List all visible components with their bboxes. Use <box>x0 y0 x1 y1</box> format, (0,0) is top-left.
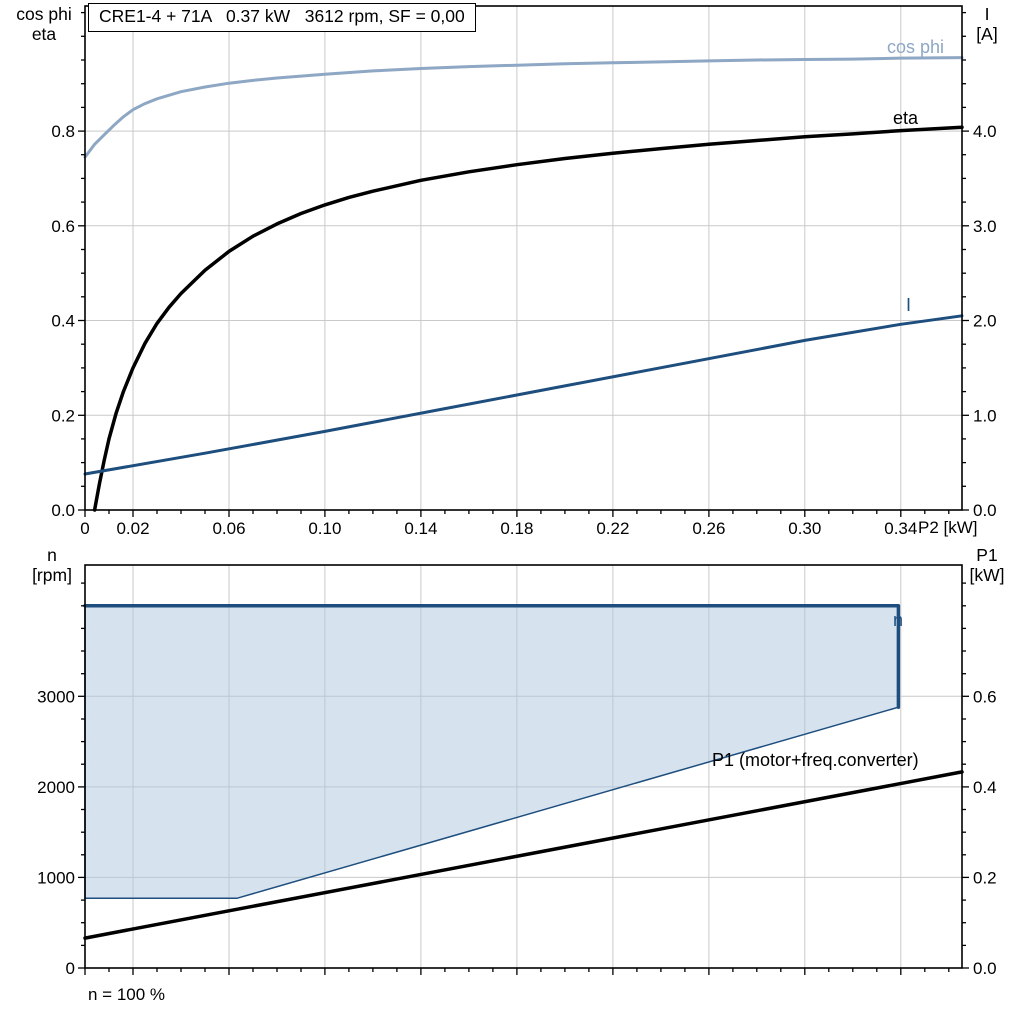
svg-text:0: 0 <box>66 959 75 978</box>
speed-axis-label: n <box>47 545 57 565</box>
svg-text:0.2: 0.2 <box>973 868 997 887</box>
current-axis-unit: [A] <box>976 24 998 44</box>
chart1-left-axis-title: cos phi eta <box>4 4 84 44</box>
chart-bottom: 0 1000 2000 3000 0.0 0.2 0.4 0.6 n P1 (motor+freq… <box>37 564 997 978</box>
svg-text:0.0: 0.0 <box>973 959 997 978</box>
cos-phi-axis-label: cos phi <box>16 4 72 24</box>
svg-text:0.6: 0.6 <box>973 687 997 706</box>
svg-text:0.18: 0.18 <box>500 519 533 538</box>
svg-text:0.34: 0.34 <box>884 519 917 538</box>
x-axis-unit-label: P2 [kW] <box>918 518 978 537</box>
svg-text:0.4: 0.4 <box>973 778 997 797</box>
svg-text:0.2: 0.2 <box>51 406 75 425</box>
chart-top: 0 0.02 0.06 0.10 0.14 0.18 0.22 0.26 0.30 0.34 0.0… <box>51 5 997 538</box>
svg-text:I: I <box>906 295 911 315</box>
svg-text:cos phi: cos phi <box>887 37 944 57</box>
svg-text:0.10: 0.10 <box>308 519 341 538</box>
svg-text:eta: eta <box>893 108 919 128</box>
svg-text:0.4: 0.4 <box>51 312 75 331</box>
svg-text:0.30: 0.30 <box>788 519 821 538</box>
svg-text:0.6: 0.6 <box>51 217 75 236</box>
svg-text:0.02: 0.02 <box>116 519 149 538</box>
svg-text:2000: 2000 <box>37 778 75 797</box>
svg-text:0.8: 0.8 <box>51 122 75 141</box>
current-axis-label: I <box>984 4 990 24</box>
svg-text:0.14: 0.14 <box>404 519 437 538</box>
chart-title-box: CRE1-4 + 71A 0.37 kW 3612 rpm, SF = 0,00 <box>88 3 476 32</box>
svg-text:0.26: 0.26 <box>692 519 725 538</box>
svg-text:0.22: 0.22 <box>596 519 629 538</box>
svg-text:1000: 1000 <box>37 868 75 887</box>
svg-text:3.0: 3.0 <box>973 217 997 236</box>
svg-text:n: n <box>893 610 903 630</box>
svg-text:0.06: 0.06 <box>212 519 245 538</box>
speed-axis-unit: [rpm] <box>32 565 72 585</box>
chart2-left-axis-title: n [rpm] <box>16 545 88 585</box>
chart2-right-axis-title: P1 [kW] <box>956 545 1018 585</box>
svg-text:2.0: 2.0 <box>973 312 997 331</box>
svg-text:0.0: 0.0 <box>973 501 997 520</box>
svg-text:4.0: 4.0 <box>973 122 997 141</box>
p1-axis-unit: [kW] <box>969 565 1005 585</box>
svg-text:P1 (motor+freq.converter): P1 (motor+freq.converter) <box>712 750 919 770</box>
speed-percentage-footnote: n = 100 % <box>88 985 166 1004</box>
svg-text:0: 0 <box>80 519 89 538</box>
svg-text:0.0: 0.0 <box>51 501 75 520</box>
svg-text:3000: 3000 <box>37 687 75 706</box>
svg-text:1.0: 1.0 <box>973 406 997 425</box>
p1-axis-label: P1 <box>976 545 998 565</box>
eta-axis-label: eta <box>31 24 57 44</box>
chart1-right-axis-title: I [A] <box>956 4 1018 44</box>
